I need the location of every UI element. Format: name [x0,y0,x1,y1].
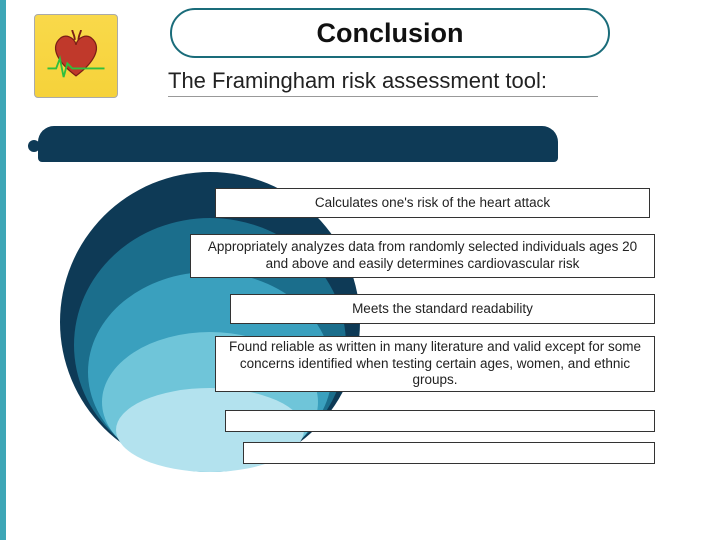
empty-box-5 [225,410,655,432]
bullet-box-3: Meets the standard readability [230,294,655,324]
nested-circles-diagram: Calculates one's risk of the heart attac… [60,172,655,492]
bullet-box-2: Appropriately analyzes data from randoml… [190,234,655,278]
bullet-box-4: Found reliable as written in many litera… [215,336,655,392]
page-title: Conclusion [317,18,464,49]
bullet-text-2: Appropriately analyzes data from randoml… [199,239,646,273]
bullet-text-3: Meets the standard readability [352,301,533,318]
subtitle-text: The Framingham risk assessment tool: [168,68,598,97]
bullet-text-1: Calculates one's risk of the heart attac… [315,195,550,212]
bullet-box-1: Calculates one's risk of the heart attac… [215,188,650,218]
navy-header-block [38,126,558,162]
heart-ecg-svg [45,25,107,87]
left-accent-bar [0,0,6,540]
bullet-text-4: Found reliable as written in many litera… [224,339,646,390]
empty-box-6 [243,442,655,464]
title-pill: Conclusion [170,8,610,58]
heart-ecg-icon [34,14,118,98]
